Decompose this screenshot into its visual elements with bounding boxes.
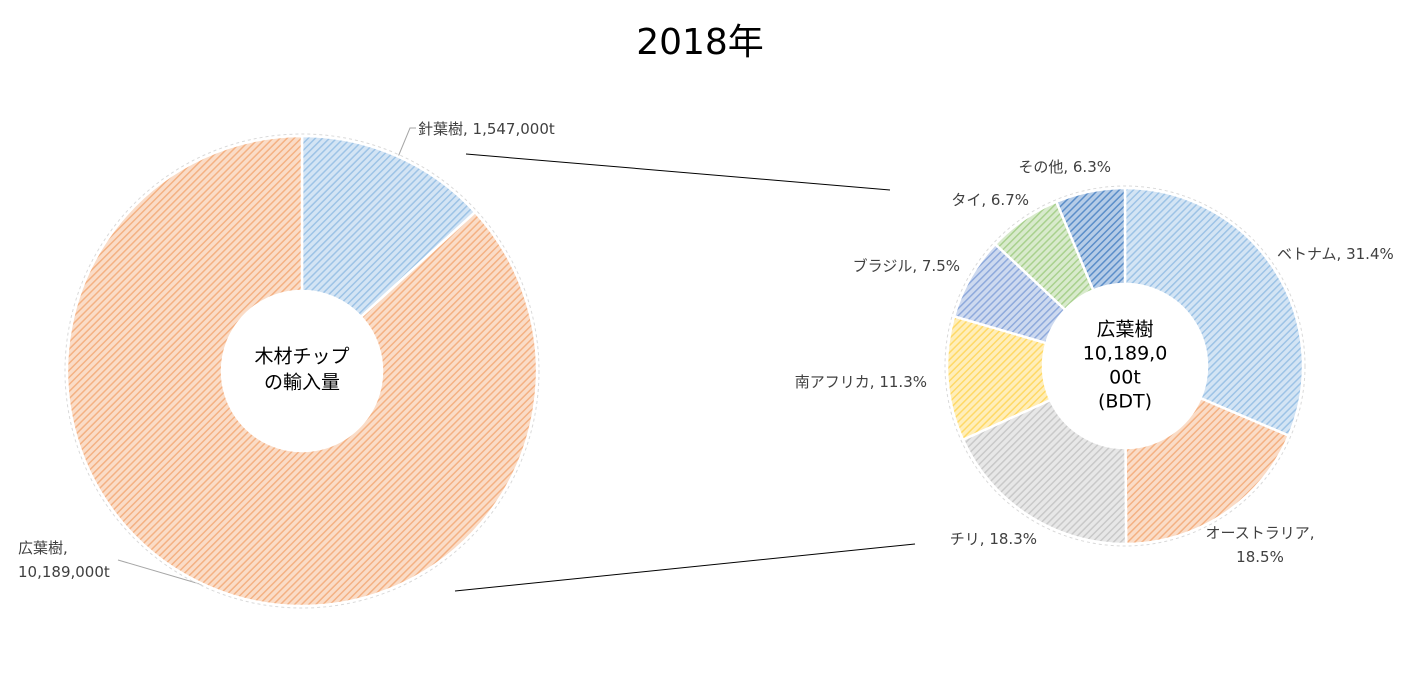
donut-slice [1124,396,1291,546]
connector-line [465,153,891,191]
data-label-line: ベトナム, 31.4% [1277,245,1394,263]
data-label-line: 広葉樹, [18,539,68,557]
donut-outline [64,133,540,609]
data-label-line: ブラジル, 7.5% [853,257,960,275]
leader-line [397,127,416,158]
donut-slice [300,134,477,319]
donut-slice [961,398,1128,546]
donut-slice [1123,186,1305,438]
data-label-line: その他, 6.3% [1018,158,1111,176]
data-label: タイ, 6.7% [951,191,1029,209]
connector-line [454,543,916,592]
donut-outline [944,185,1306,547]
donut-slice [65,134,539,608]
data-label-line: タイ, 6.7% [951,191,1029,209]
data-label-line: チリ, 18.3% [950,530,1037,548]
data-label: 広葉樹, 10,189,000t [18,539,110,581]
center-label: 10,189,0 [1083,343,1168,365]
center-label: 木材チップ [254,346,349,368]
data-label-line: 南アフリカ, 11.3% [795,373,927,391]
data-label: 針葉樹, 1,547,000t [418,120,555,138]
data-label-line: 10,189,000t [18,563,110,581]
data-label-line: 18.5% [1236,548,1284,566]
center-label: 広葉樹 [1096,319,1153,341]
leader-line [117,559,211,588]
data-label: ブラジル, 7.5% [853,257,960,275]
data-label: その他, 6.3% [1018,158,1111,176]
center-label: の輸入量 [264,372,340,394]
center-label: 00t [1109,367,1141,389]
data-label-line: オーストラリア, [1205,524,1314,542]
data-label: 南アフリカ, 11.3% [795,373,927,391]
page-title: 2018年 [636,22,764,63]
center-label: (BDT) [1098,391,1152,413]
donut-slice [1054,186,1127,292]
data-label: ベトナム, 31.4% [1277,245,1394,263]
data-label: オーストラリア, 18.5% [1205,524,1314,566]
data-label-line: 針葉樹, 1,547,000t [418,120,555,138]
data-label: チリ, 18.3% [950,530,1037,548]
